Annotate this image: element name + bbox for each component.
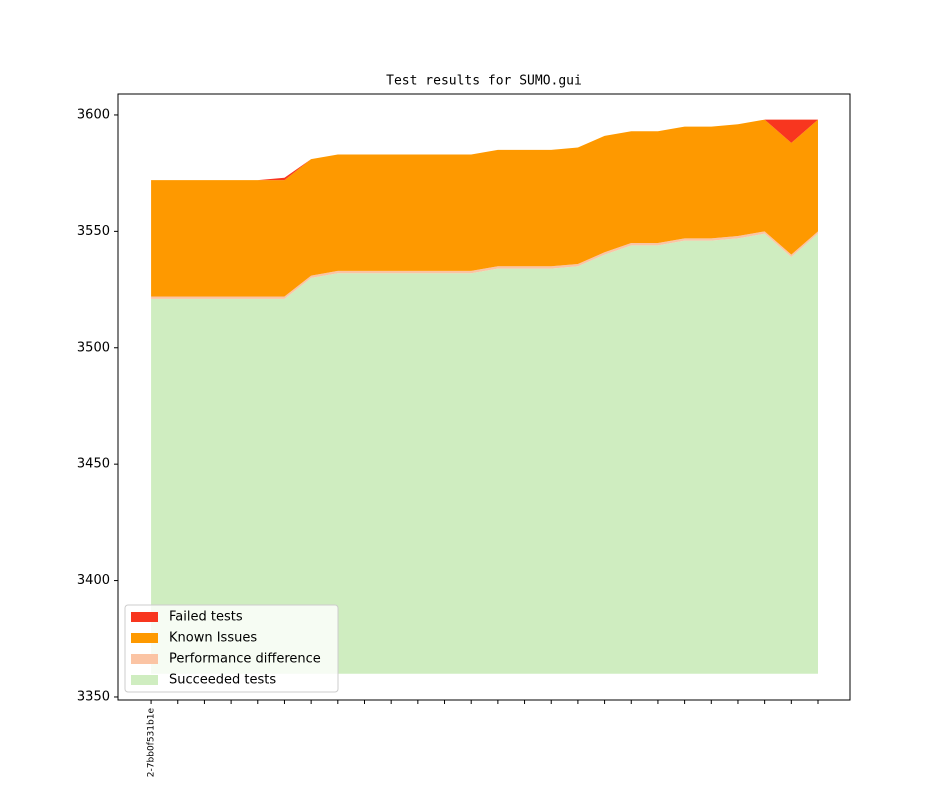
legend-label: Performance difference bbox=[169, 652, 321, 667]
legend-box bbox=[124, 604, 339, 693]
y-tick-label: 3400 bbox=[77, 573, 110, 588]
chart-title: Test results for SUMO.gui bbox=[386, 74, 582, 89]
legend-label: Failed tests bbox=[169, 610, 243, 625]
axes-frame bbox=[117, 93, 851, 701]
legend: Failed tests Known Issues Performance diff… bbox=[124, 604, 339, 693]
legend-swatch bbox=[131, 654, 158, 664]
x-tick-label: 2-7bb0f531b1e bbox=[147, 708, 157, 778]
legend-label: Succeeded tests bbox=[169, 673, 276, 688]
legend-swatch bbox=[131, 675, 158, 685]
y-tick-label: 3450 bbox=[77, 457, 110, 472]
legend-swatch bbox=[131, 612, 158, 622]
area bbox=[151, 233, 818, 674]
legend-swatch bbox=[131, 633, 158, 643]
area bbox=[151, 119, 818, 297]
y-tick-label: 3550 bbox=[77, 224, 110, 239]
legend-label: Known Issues bbox=[169, 631, 257, 646]
y-tick-label: 3500 bbox=[77, 340, 110, 355]
y-tick-label: 3600 bbox=[77, 107, 110, 122]
y-tick-label: 3350 bbox=[77, 689, 110, 704]
